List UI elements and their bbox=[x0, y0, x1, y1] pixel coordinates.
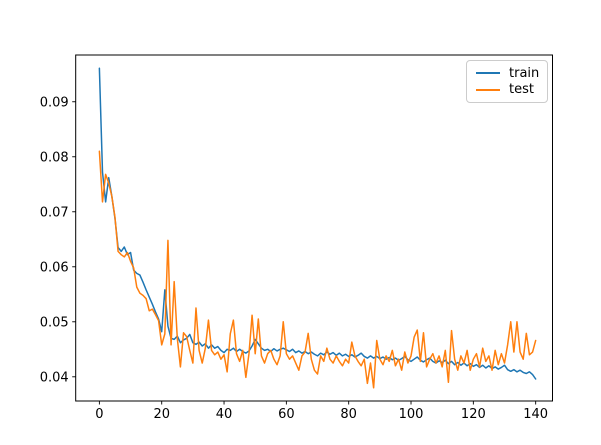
legend-label-train: train bbox=[509, 65, 540, 81]
y-tick-label: 0.08 bbox=[40, 150, 69, 165]
y-tick-label: 0.06 bbox=[40, 260, 69, 275]
y-tick-label: 0.09 bbox=[40, 95, 69, 110]
plot-border bbox=[75, 54, 553, 402]
y-tick-label: 0.07 bbox=[40, 205, 69, 220]
x-tick-label: 100 bbox=[399, 407, 424, 422]
test-line bbox=[98, 150, 537, 389]
legend: train test bbox=[466, 60, 548, 103]
x-tick-label: 80 bbox=[340, 407, 357, 422]
legend-item-test: test bbox=[476, 82, 540, 97]
y-tick-label: 0.05 bbox=[40, 315, 69, 330]
x-tick-label: 40 bbox=[216, 407, 233, 422]
test-line-swatch bbox=[476, 88, 500, 91]
x-tick-label: 20 bbox=[153, 407, 170, 422]
x-tick-label: 120 bbox=[461, 407, 486, 422]
y-tick-label: 0.04 bbox=[40, 370, 69, 385]
legend-label-test: test bbox=[509, 82, 534, 98]
x-tick-label: 60 bbox=[278, 407, 295, 422]
legend-item-train: train bbox=[476, 66, 540, 81]
train-line-swatch bbox=[476, 72, 500, 75]
x-tick-label: 140 bbox=[523, 407, 548, 422]
x-tick-label: 0 bbox=[95, 407, 103, 422]
